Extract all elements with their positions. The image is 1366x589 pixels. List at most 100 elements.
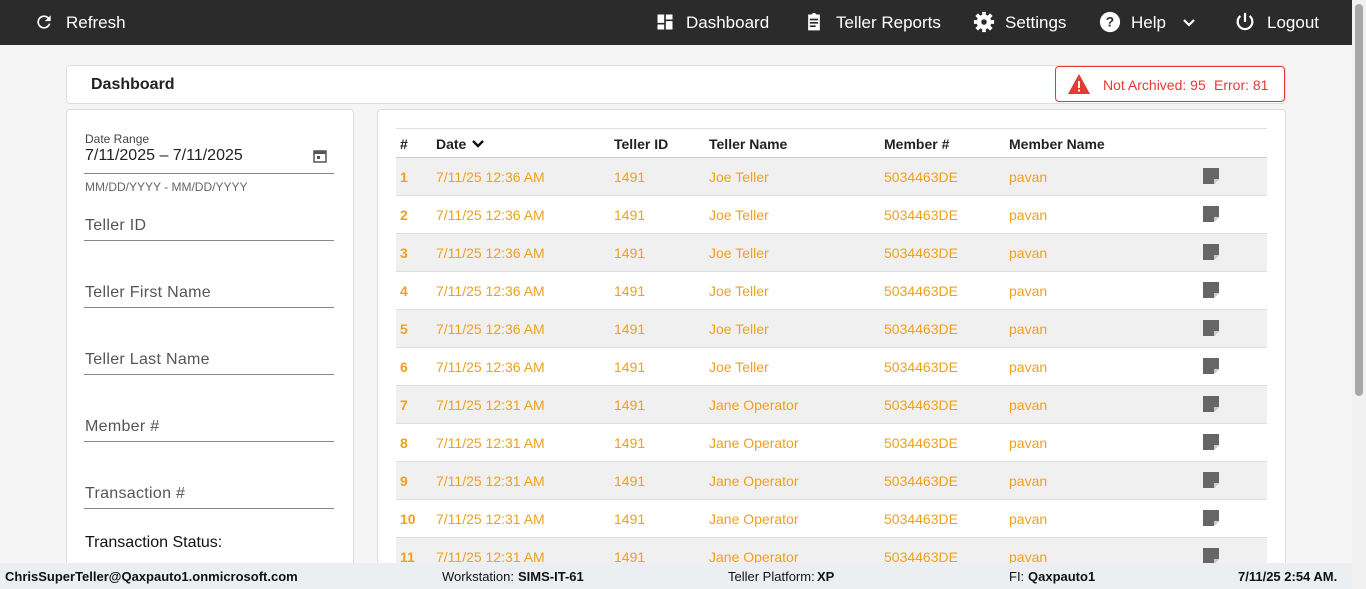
teller-first-name-input[interactable]: Teller First Name xyxy=(85,284,212,301)
row-member-no: 5034463DE xyxy=(884,321,958,337)
table-row[interactable]: 10 7/11/25 12:31 AM 1491 Jane Operator 50344… xyxy=(396,500,1267,538)
note-icon[interactable] xyxy=(1203,548,1219,563)
row-member-no: 5034463DE xyxy=(884,207,958,223)
platform-label: Teller Platform: xyxy=(728,569,815,584)
note-icon[interactable] xyxy=(1203,282,1219,298)
row-member-no: 5034463DE xyxy=(884,511,958,527)
note-icon[interactable] xyxy=(1203,510,1219,526)
help-menu[interactable]: Help xyxy=(1131,13,1166,32)
row-member-name: pavan xyxy=(1009,511,1048,527)
row-teller-name: Jane Operator xyxy=(709,435,799,451)
row-number: 5 xyxy=(400,321,408,337)
row-teller-name: Joe Teller xyxy=(709,283,769,299)
note-icon[interactable] xyxy=(1203,320,1219,336)
row-member-name: pavan xyxy=(1009,283,1048,299)
row-teller-id: 1491 xyxy=(614,283,646,299)
logout-button[interactable]: Logout xyxy=(1267,13,1319,32)
table-row[interactable]: 4 7/11/25 12:36 AM 1491 Joe Teller 5034463DE… xyxy=(396,272,1267,310)
date-hint: MM/DD/YYYY - MM/DD/YYYY xyxy=(85,180,248,194)
date-range-label: Date Range xyxy=(85,132,150,146)
table-row[interactable]: 2 7/11/25 12:36 AM 1491 Joe Teller 5034463DE… xyxy=(396,196,1267,234)
row-member-name: pavan xyxy=(1009,549,1048,563)
row-number: 7 xyxy=(400,397,408,413)
note-icon[interactable] xyxy=(1203,472,1219,488)
table-row[interactable]: 1 7/11/25 12:36 AM 1491 Joe Teller 5034463DE… xyxy=(396,158,1267,196)
current-datetime: 7/11/25 2:54 AM. xyxy=(1238,569,1338,584)
teller-last-name-input[interactable]: Teller Last Name xyxy=(85,351,210,368)
row-date: 7/11/25 12:36 AM xyxy=(436,169,545,185)
row-teller-id: 1491 xyxy=(614,397,646,413)
col-teller-name: Teller Name xyxy=(709,136,788,152)
note-icon[interactable] xyxy=(1203,358,1219,374)
refresh-button[interactable]: Refresh xyxy=(66,13,126,32)
row-teller-id: 1491 xyxy=(614,245,646,261)
member-no-input[interactable]: Member # xyxy=(85,418,160,435)
note-icon[interactable] xyxy=(1203,168,1219,184)
table-row[interactable]: 7 7/11/25 12:31 AM 1491 Jane Operator 503446… xyxy=(396,386,1267,424)
error-count: Error: 81 xyxy=(1214,77,1269,93)
row-teller-name: Joe Teller xyxy=(709,321,769,337)
alert-icon xyxy=(1068,74,1090,94)
row-member-no: 5034463DE xyxy=(884,473,958,489)
row-member-name: pavan xyxy=(1009,397,1048,413)
row-teller-id: 1491 xyxy=(614,549,646,563)
row-number: 9 xyxy=(400,473,408,489)
row-teller-name: Joe Teller xyxy=(709,207,769,223)
table-row[interactable]: 5 7/11/25 12:36 AM 1491 Joe Teller 5034463DE… xyxy=(396,310,1267,348)
row-date: 7/11/25 12:36 AM xyxy=(436,245,545,261)
table-row[interactable]: 3 7/11/25 12:36 AM 1491 Joe Teller 5034463DE… xyxy=(396,234,1267,272)
row-member-no: 5034463DE xyxy=(884,245,958,261)
row-teller-name: Joe Teller xyxy=(709,245,769,261)
calendar-icon[interactable] xyxy=(313,149,327,163)
col-member-no: Member # xyxy=(884,136,950,152)
workstation-value: SIMS-IT-61 xyxy=(518,569,584,584)
page-title: Dashboard xyxy=(91,76,175,93)
row-teller-name: Joe Teller xyxy=(709,169,769,185)
row-teller-id: 1491 xyxy=(614,511,646,527)
dashboard-link[interactable]: Dashboard xyxy=(686,13,770,32)
table-header xyxy=(396,128,1267,158)
refresh-icon xyxy=(37,15,51,29)
row-date: 7/11/25 12:31 AM xyxy=(436,549,545,563)
table-row[interactable]: 6 7/11/25 12:36 AM 1491 Joe Teller 5034463DE… xyxy=(396,348,1267,386)
row-date: 7/11/25 12:31 AM xyxy=(436,511,545,527)
row-member-no: 5034463DE xyxy=(884,169,958,185)
platform-value: XP xyxy=(817,569,835,584)
sort-icon[interactable] xyxy=(472,139,484,149)
row-member-no: 5034463DE xyxy=(884,359,958,375)
table-row[interactable]: 8 7/11/25 12:31 AM 1491 Jane Operator 503446… xyxy=(396,424,1267,462)
row-date: 7/11/25 12:36 AM xyxy=(436,283,545,299)
col-teller-id: Teller ID xyxy=(614,136,669,152)
alert-box[interactable] xyxy=(1055,66,1285,102)
row-number: 2 xyxy=(400,207,408,223)
status-bar: ChrisSuperTeller@Qaxpauto1.onmicrosoft.c… xyxy=(0,563,1352,589)
note-icon[interactable] xyxy=(1203,434,1219,450)
fi-value: Qaxpauto1 xyxy=(1028,569,1096,584)
teller-reports-link[interactable]: Teller Reports xyxy=(836,13,941,32)
note-icon[interactable] xyxy=(1203,244,1219,260)
table-row[interactable]: 11 7/11/25 12:31 AM 1491 Jane Operator 50344… xyxy=(396,538,1267,563)
row-number: 8 xyxy=(400,435,408,451)
teller-id-input[interactable]: Teller ID xyxy=(85,217,147,234)
row-teller-id: 1491 xyxy=(614,359,646,375)
row-date: 7/11/25 12:36 AM xyxy=(436,359,545,375)
row-teller-name: Joe Teller xyxy=(709,359,769,375)
scrollbar[interactable] xyxy=(1352,0,1366,589)
col-date[interactable]: Date xyxy=(436,136,467,152)
row-member-name: pavan xyxy=(1009,473,1048,489)
settings-link[interactable]: Settings xyxy=(1005,13,1067,32)
note-icon[interactable] xyxy=(1203,396,1219,412)
table-row[interactable]: 9 7/11/25 12:31 AM 1491 Jane Operator 503446… xyxy=(396,462,1267,500)
row-number: 10 xyxy=(400,511,416,527)
input-underline xyxy=(84,374,334,375)
transaction-no-input[interactable]: Transaction # xyxy=(85,485,186,502)
col-number: # xyxy=(400,136,408,152)
row-member-name: pavan xyxy=(1009,207,1048,223)
help-icon: ? xyxy=(1099,11,1121,33)
note-icon[interactable] xyxy=(1203,206,1219,222)
input-underline xyxy=(84,173,334,174)
row-member-name: pavan xyxy=(1009,359,1048,375)
input-underline xyxy=(84,307,334,308)
logout-icon xyxy=(1236,12,1254,31)
date-range-input[interactable]: 7/11/2025 – 7/11/2025 xyxy=(85,147,243,164)
